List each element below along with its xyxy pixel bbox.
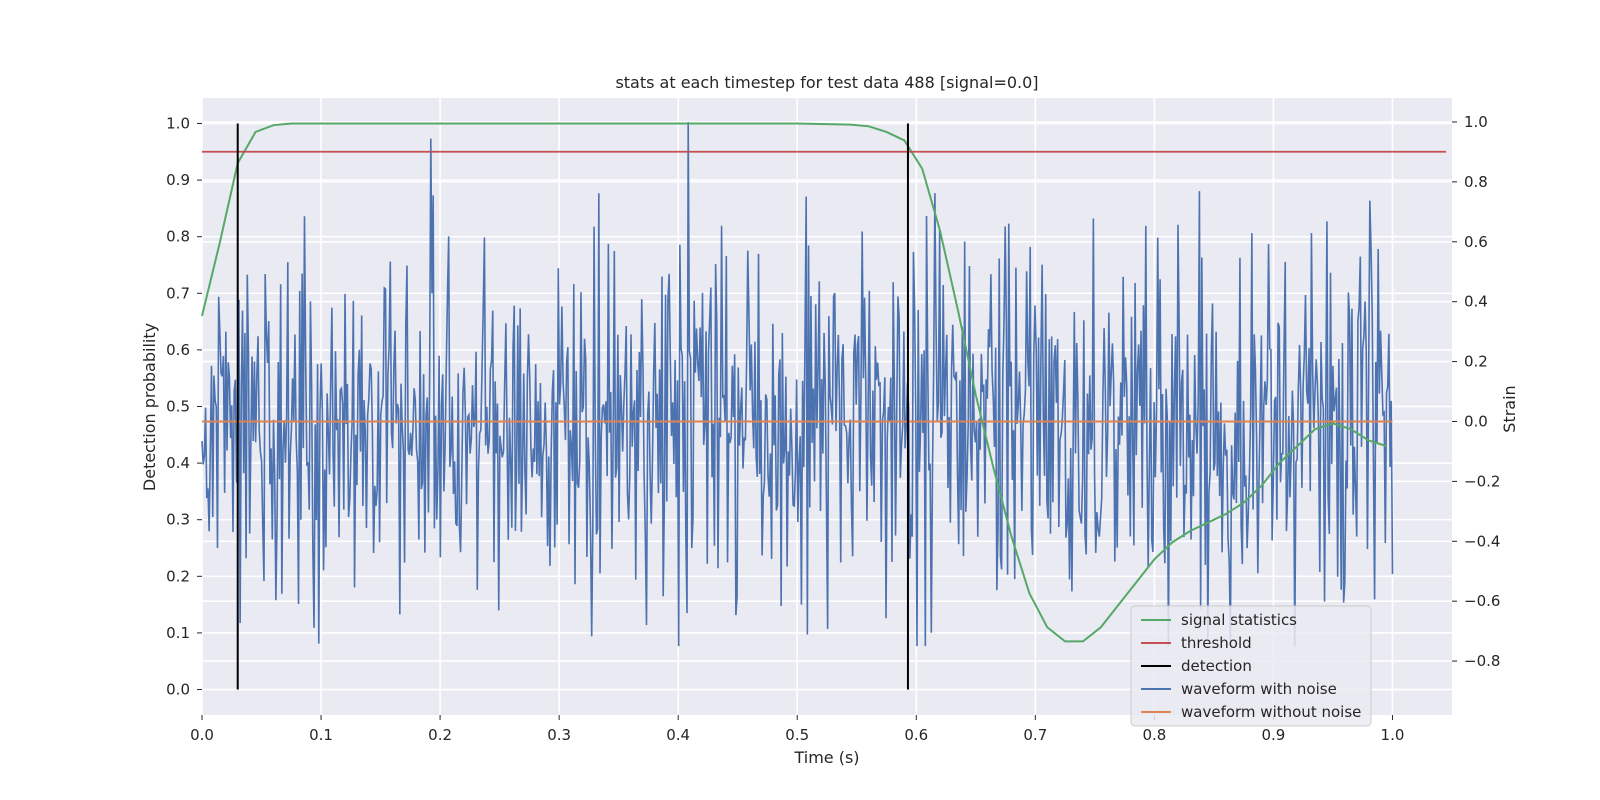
x-tick-label: 0.5 [785, 726, 809, 744]
x-tick-label: 0.6 [904, 726, 928, 744]
y-tick-label-right: 0.0 [1464, 412, 1488, 430]
y-tick-label-left: 0.3 [166, 511, 190, 529]
y-tick-label-right: −0.8 [1464, 652, 1500, 670]
x-tick-label: 0.7 [1023, 726, 1047, 744]
y-tick-label-right: −0.6 [1464, 592, 1500, 610]
legend-label: signal statistics [1181, 611, 1297, 629]
x-tick-label: 0.3 [547, 726, 571, 744]
y-tick-label-right: 0.4 [1464, 293, 1488, 311]
legend-label: threshold [1181, 634, 1252, 652]
y-tick-label-left: 0.8 [166, 228, 190, 246]
legend-label: detection [1181, 657, 1252, 675]
y-axis-label-left: Detection probability [140, 323, 159, 491]
y-tick-label-right: −0.2 [1464, 472, 1500, 490]
y-tick-label-left: 0.6 [166, 341, 190, 359]
x-tick-label: 1.0 [1381, 726, 1405, 744]
y-tick-label-left: 0.9 [166, 171, 190, 189]
x-tick-label: 0.1 [309, 726, 333, 744]
y-tick-label-right: −0.4 [1464, 532, 1500, 550]
y-tick-label-right: 0.6 [1464, 233, 1488, 251]
x-tick-label: 0.4 [666, 726, 690, 744]
y-tick-label-left: 0.7 [166, 284, 190, 302]
x-tick-label: 0.2 [428, 726, 452, 744]
x-tick-label: 0.0 [190, 726, 214, 744]
ticks: 0.0 0.1 0.2 0.3 0.4 0.5 0.6 0.7 0.8 0.9 1.0 0.0 0.1 0… [166, 113, 1500, 744]
x-tick-label: 0.9 [1261, 726, 1285, 744]
legend-box [1130, 605, 1372, 727]
series-signal-statistics [201, 122, 1387, 643]
x-tick-label: 0.8 [1142, 726, 1166, 744]
legend-label: waveform without noise [1181, 703, 1361, 721]
y-tick-label-left: 0.2 [166, 567, 190, 585]
legend: signal statistics threshold detection wavef… [1130, 605, 1372, 727]
y-tick-label-right: 0.2 [1464, 353, 1488, 371]
y-tick-label-left: 0.1 [166, 624, 190, 642]
series-waveform-with-noise [201, 121, 1394, 647]
legend-label: waveform with noise [1181, 680, 1337, 698]
y-tick-label-left: 0.0 [166, 681, 190, 699]
y-tick-label-right: 0.8 [1464, 173, 1488, 191]
series-group [201, 121, 1447, 690]
y-axis-label-right: Strain [1500, 385, 1519, 432]
y-tick-label-left: 1.0 [166, 114, 190, 132]
chart-title: stats at each timestep for test data 488… [615, 73, 1038, 92]
y-tick-label-left: 0.4 [166, 454, 190, 472]
y-tick-label-right: 1.0 [1464, 113, 1488, 131]
x-axis-label: Time (s) [793, 748, 859, 767]
y-tick-label-left: 0.5 [166, 398, 190, 416]
